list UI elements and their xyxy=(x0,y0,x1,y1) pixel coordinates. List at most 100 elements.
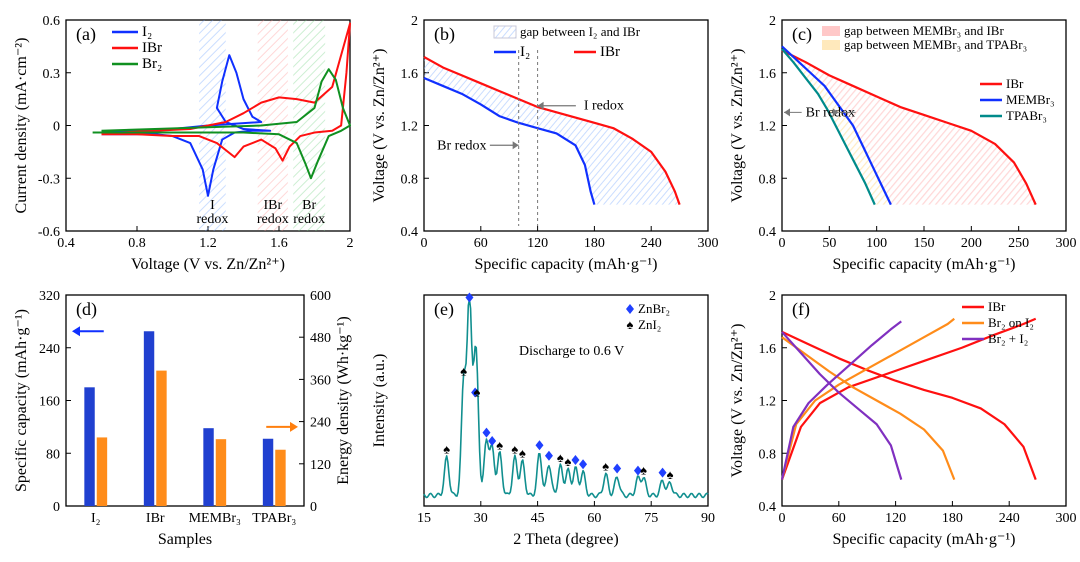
svg-text:♠: ♠ xyxy=(640,463,647,478)
svg-text:300: 300 xyxy=(1056,511,1077,526)
svg-text:1.6: 1.6 xyxy=(759,67,777,82)
svg-text:240: 240 xyxy=(641,236,662,251)
svg-text:1.2: 1.2 xyxy=(401,120,419,135)
svg-text:300: 300 xyxy=(698,236,719,251)
svg-text:redox: redox xyxy=(293,212,325,227)
svg-text:♠: ♠ xyxy=(602,458,609,473)
svg-text:IBr: IBr xyxy=(142,40,162,56)
svg-text:600: 600 xyxy=(310,289,331,304)
svg-text:90: 90 xyxy=(701,511,715,526)
svg-text:♠: ♠ xyxy=(564,454,571,469)
svg-text:Intensity (a.u.): Intensity (a.u.) xyxy=(371,354,388,448)
svg-text:0.6: 0.6 xyxy=(43,14,61,29)
svg-text:2: 2 xyxy=(411,14,418,29)
svg-text:♠: ♠ xyxy=(511,441,518,456)
svg-text:IBr: IBr xyxy=(1006,76,1024,91)
svg-text:I redox: I redox xyxy=(584,99,624,114)
svg-text:120: 120 xyxy=(310,458,331,473)
svg-text:1.2: 1.2 xyxy=(759,120,777,135)
svg-text:(e): (e) xyxy=(434,299,454,320)
svg-text:♠: ♠ xyxy=(474,385,481,400)
svg-text:100: 100 xyxy=(866,236,887,251)
svg-text:0.4: 0.4 xyxy=(759,500,777,515)
svg-text:TPABr₃: TPABr₃ xyxy=(1006,108,1047,123)
svg-text:Br₂: Br₂ xyxy=(142,56,162,72)
svg-text:0: 0 xyxy=(310,500,317,515)
svg-text:1.6: 1.6 xyxy=(759,342,777,357)
svg-text:MEMBr₃: MEMBr₃ xyxy=(1006,92,1055,107)
svg-text:I₂: I₂ xyxy=(520,44,530,60)
svg-text:IBr: IBr xyxy=(146,511,165,526)
figure-grid: 0.40.81.21.62-0.6-0.300.30.6Voltage (V v… xyxy=(10,10,1070,552)
svg-text:Br₂ on I₂: Br₂ on I₂ xyxy=(988,315,1034,330)
svg-text:♠: ♠ xyxy=(460,363,467,378)
svg-text:0.4: 0.4 xyxy=(759,225,777,240)
panel-b: 0601201802403000.40.81.21.62Specific cap… xyxy=(368,10,718,277)
svg-text:240: 240 xyxy=(310,416,331,431)
svg-text:gap between I₂ and IBr: gap between I₂ and IBr xyxy=(520,24,641,39)
svg-text:60: 60 xyxy=(474,236,488,251)
svg-text:♠: ♠ xyxy=(496,437,503,452)
svg-text:gap between MEMBr₃ and IBr: gap between MEMBr₃ and IBr xyxy=(844,23,1004,38)
svg-text:MEMBr₃: MEMBr₃ xyxy=(189,511,241,526)
panel-f: 0601201802403000.40.81.21.62Specific cap… xyxy=(726,285,1076,552)
svg-text:60: 60 xyxy=(832,511,846,526)
svg-text:0.8: 0.8 xyxy=(759,447,777,462)
svg-text:200: 200 xyxy=(961,236,982,251)
svg-text:0.4: 0.4 xyxy=(401,225,419,240)
svg-text:120: 120 xyxy=(885,511,906,526)
svg-text:♠: ♠ xyxy=(627,317,634,332)
svg-text:2 Theta (degree): 2 Theta (degree) xyxy=(513,531,618,548)
svg-text:Specific capacity (mAh·g⁻¹): Specific capacity (mAh·g⁻¹) xyxy=(833,531,1016,548)
svg-text:(d): (d) xyxy=(76,299,97,320)
svg-text:0: 0 xyxy=(421,236,428,251)
svg-text:I₂: I₂ xyxy=(142,24,152,40)
svg-text:1.6: 1.6 xyxy=(270,236,288,251)
svg-text:Specific capacity (mAh·g⁻¹): Specific capacity (mAh·g⁻¹) xyxy=(475,256,658,273)
svg-text:2: 2 xyxy=(769,289,776,304)
svg-text:320: 320 xyxy=(39,289,60,304)
svg-text:IBr: IBr xyxy=(600,44,620,60)
svg-text:150: 150 xyxy=(914,236,935,251)
svg-text:ZnBr₂: ZnBr₂ xyxy=(638,301,670,316)
svg-text:0.3: 0.3 xyxy=(43,67,61,82)
svg-text:♠: ♠ xyxy=(557,450,564,465)
svg-text:Specific capacity (mAh·g⁻¹): Specific capacity (mAh·g⁻¹) xyxy=(833,256,1016,273)
svg-text:0: 0 xyxy=(53,120,60,135)
svg-text:240: 240 xyxy=(39,342,60,357)
svg-text:Current density (mA·cm⁻²): Current density (mA·cm⁻²) xyxy=(13,38,30,214)
svg-text:(c): (c) xyxy=(792,24,812,45)
svg-text:180: 180 xyxy=(584,236,605,251)
svg-text:ZnI₂: ZnI₂ xyxy=(638,317,661,332)
svg-text:2: 2 xyxy=(347,236,354,251)
svg-text:Voltage (V vs. Zn/Zn²⁺): Voltage (V vs. Zn/Zn²⁺) xyxy=(729,49,746,203)
svg-text:0: 0 xyxy=(779,236,786,251)
svg-text:240: 240 xyxy=(999,511,1020,526)
panel-d: 0801602403200120240360480600I₂IBrMEMBr₃T… xyxy=(10,285,360,552)
svg-text:80: 80 xyxy=(46,447,60,462)
svg-text:480: 480 xyxy=(310,331,331,346)
svg-text:0: 0 xyxy=(53,500,60,515)
svg-text:redox: redox xyxy=(196,212,228,227)
svg-text:Br₂ + I₂: Br₂ + I₂ xyxy=(988,331,1028,346)
svg-text:30: 30 xyxy=(474,511,488,526)
svg-text:IBr: IBr xyxy=(263,198,282,213)
svg-text:Energy density (Wh·kg⁻¹): Energy density (Wh·kg⁻¹) xyxy=(335,316,352,484)
svg-text:15: 15 xyxy=(417,511,431,526)
svg-text:(f): (f) xyxy=(792,299,810,320)
svg-text:Br: Br xyxy=(302,198,316,213)
panel-c: 0501001502002503000.40.81.21.62Specific … xyxy=(726,10,1076,277)
svg-text:Samples: Samples xyxy=(158,531,212,548)
svg-text:Specific capacity (mAh·g⁻¹): Specific capacity (mAh·g⁻¹) xyxy=(13,309,30,492)
svg-text:redox: redox xyxy=(257,212,289,227)
svg-text:Voltage (V vs. Zn/Zn²⁺): Voltage (V vs. Zn/Zn²⁺) xyxy=(131,256,285,273)
svg-text:60: 60 xyxy=(587,511,601,526)
svg-text:360: 360 xyxy=(310,373,331,388)
svg-text:(a): (a) xyxy=(76,24,96,45)
svg-text:-0.3: -0.3 xyxy=(38,172,60,187)
svg-text:1.6: 1.6 xyxy=(401,67,419,82)
svg-text:I₂: I₂ xyxy=(91,511,101,526)
svg-text:♠: ♠ xyxy=(443,441,450,456)
svg-text:0: 0 xyxy=(779,511,786,526)
svg-text:75: 75 xyxy=(644,511,658,526)
